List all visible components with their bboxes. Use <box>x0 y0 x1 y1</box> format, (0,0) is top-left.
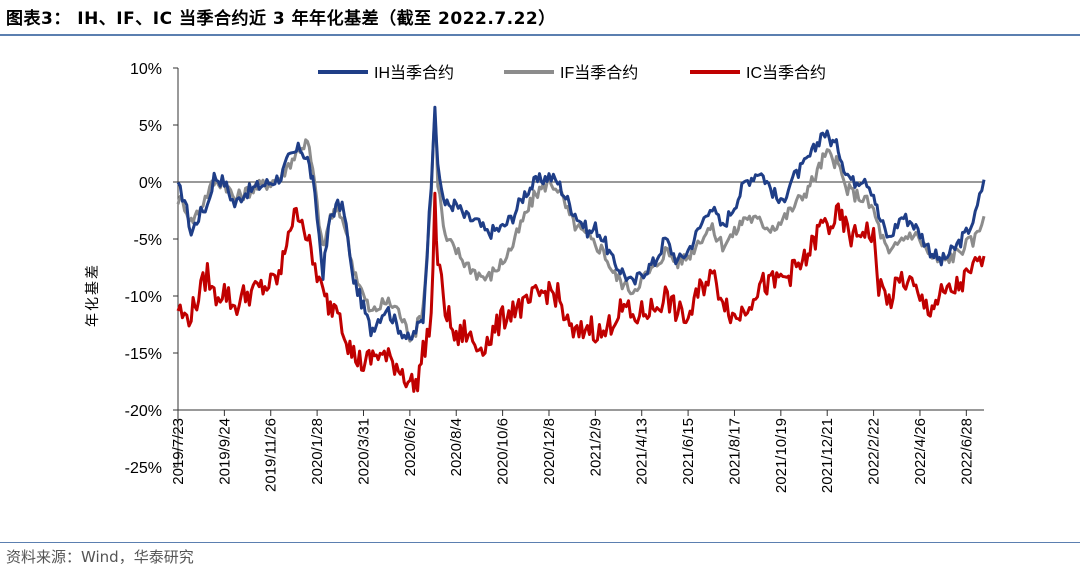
y-tick-label: -15% <box>125 346 162 363</box>
x-tick-label: 2020/12/8 <box>541 418 558 485</box>
x-tick-label: 2019/7/23 <box>170 418 187 485</box>
x-tick-label: 2021/4/13 <box>634 418 651 485</box>
x-tick-label: 2020/8/4 <box>448 418 465 476</box>
legend: IH当季合约 IF当季合约 IC当季合约 <box>318 64 826 82</box>
y-tick-label: -20% <box>125 403 162 420</box>
y-tick-label: 10% <box>130 61 162 78</box>
legend-label: IC当季合约 <box>746 64 826 82</box>
x-tick-label: 2022/6/28 <box>958 418 975 485</box>
axes: 10% 5% 0% -5% -10% -15% -20% -25% 2019/7/23 2019/… <box>125 61 984 493</box>
x-tick-label: 2021/6/15 <box>680 418 697 485</box>
x-tick-label: 2019/11/26 <box>263 418 280 492</box>
series-line-ic <box>176 191 986 393</box>
source-note: 资料来源：Wind，华泰研究 <box>6 548 194 566</box>
basis-line-chart: 10% 5% 0% -5% -10% -15% -20% -25% 2019/7/23 2019/… <box>84 61 986 493</box>
top-rule <box>0 34 1080 36</box>
y-tick-label: -10% <box>125 289 162 306</box>
x-tick-label: 2019/9/24 <box>216 418 233 485</box>
x-tick-label: 2021/2/9 <box>587 418 604 476</box>
bottom-rule <box>0 542 1080 543</box>
y-axis-label: 年化基差 <box>84 263 100 327</box>
chart-title: 图表3： IH、IF、IC 当季合约近 3 年年化基差（截至 2022.7.22… <box>6 9 556 29</box>
x-tick-label: 2020/6/2 <box>402 418 419 476</box>
legend-label: IF当季合约 <box>560 64 638 82</box>
x-tick-label: 2021/10/19 <box>773 418 790 493</box>
x-tick-label: 2020/10/6 <box>495 418 512 485</box>
series-line-ih <box>176 105 986 341</box>
y-tick-label: -25% <box>125 460 162 477</box>
x-tick-label: 2021/8/17 <box>726 418 743 485</box>
x-tick-label: 2022/2/22 <box>866 418 883 485</box>
x-tick-label: 2020/1/28 <box>309 418 326 485</box>
x-tick-label: 2022/4/26 <box>912 418 929 485</box>
series-lines <box>176 105 986 393</box>
y-tick-label: -5% <box>134 232 162 249</box>
y-tick-label: 0% <box>139 175 162 192</box>
y-tick-label: 5% <box>139 118 162 135</box>
legend-label: IH当季合约 <box>374 64 454 82</box>
x-tick-label: 2021/12/21 <box>819 418 836 493</box>
x-tick-label: 2020/3/31 <box>355 418 372 485</box>
